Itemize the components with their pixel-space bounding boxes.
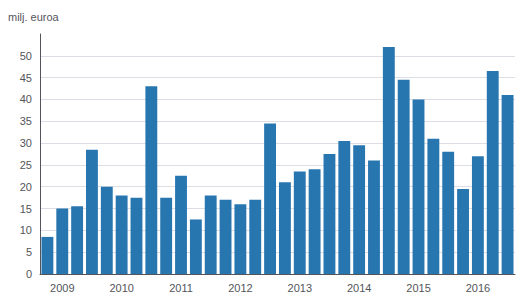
svg-text:20: 20 [20, 181, 32, 193]
svg-text:2012: 2012 [228, 282, 252, 294]
svg-text:2011: 2011 [169, 282, 193, 294]
svg-text:10: 10 [20, 224, 32, 236]
svg-text:2014: 2014 [347, 282, 371, 294]
svg-text:35: 35 [20, 115, 32, 127]
svg-text:5: 5 [26, 246, 32, 258]
svg-text:2015: 2015 [406, 282, 430, 294]
svg-text:30: 30 [20, 137, 32, 149]
svg-text:2013: 2013 [288, 282, 312, 294]
svg-text:40: 40 [20, 93, 32, 105]
svg-text:45: 45 [20, 72, 32, 84]
svg-text:2010: 2010 [109, 282, 133, 294]
svg-text:2009: 2009 [50, 282, 74, 294]
svg-text:25: 25 [20, 159, 32, 171]
svg-text:0: 0 [26, 268, 32, 280]
svg-text:15: 15 [20, 203, 32, 215]
svg-text:50: 50 [20, 50, 32, 62]
svg-text:milj. euroa: milj. euroa [8, 11, 60, 23]
svg-text:2016: 2016 [466, 282, 490, 294]
